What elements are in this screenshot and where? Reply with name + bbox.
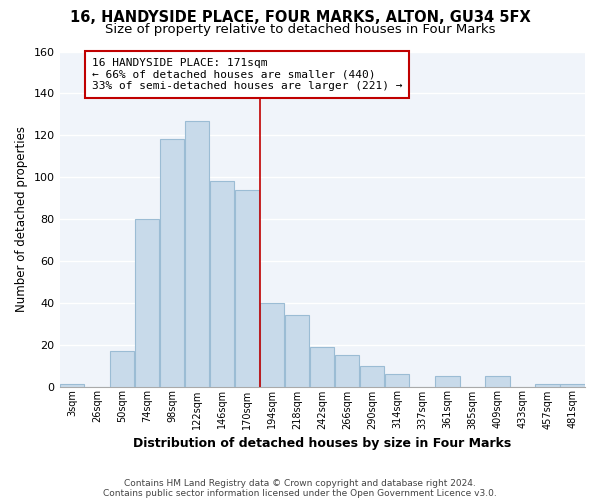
Y-axis label: Number of detached properties: Number of detached properties (15, 126, 28, 312)
Bar (60, 384, 84, 386)
Bar (560, 384, 584, 386)
Bar (310, 346, 334, 387)
Bar (385, 374, 409, 386)
Bar (135, 219, 159, 386)
Text: Contains HM Land Registry data © Crown copyright and database right 2024.: Contains HM Land Registry data © Crown c… (124, 478, 476, 488)
Bar (260, 303, 284, 386)
Text: Size of property relative to detached houses in Four Marks: Size of property relative to detached ho… (105, 22, 495, 36)
Bar (535, 384, 560, 386)
Bar (185, 120, 209, 386)
X-axis label: Distribution of detached houses by size in Four Marks: Distribution of detached houses by size … (133, 437, 511, 450)
Bar (235, 190, 259, 386)
Text: Contains public sector information licensed under the Open Government Licence v3: Contains public sector information licen… (103, 488, 497, 498)
Bar (110, 351, 134, 386)
Bar (335, 355, 359, 386)
Bar (360, 366, 385, 386)
Bar (485, 376, 509, 386)
Bar (160, 140, 184, 386)
Bar (210, 182, 235, 386)
Bar (435, 376, 460, 386)
Bar (285, 316, 310, 386)
Text: 16 HANDYSIDE PLACE: 171sqm
← 66% of detached houses are smaller (440)
33% of sem: 16 HANDYSIDE PLACE: 171sqm ← 66% of deta… (92, 58, 403, 91)
Text: 16, HANDYSIDE PLACE, FOUR MARKS, ALTON, GU34 5FX: 16, HANDYSIDE PLACE, FOUR MARKS, ALTON, … (70, 10, 530, 25)
